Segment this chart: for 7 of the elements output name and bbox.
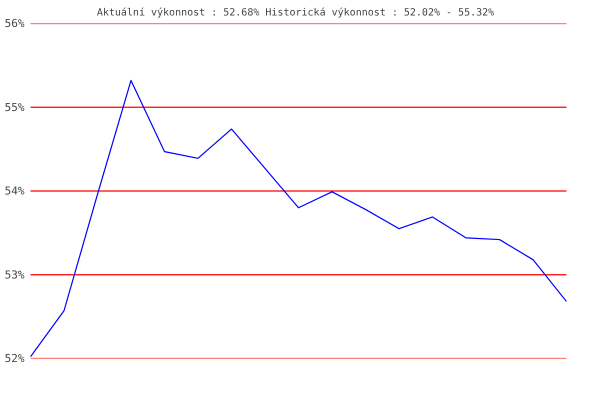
y-tick-label: 52% [4,352,25,365]
y-tick-label: 53% [4,268,25,282]
line-series [30,80,566,358]
y-tick-label: 55% [4,100,25,114]
y-tick-label: 54% [4,184,25,198]
chart-title: Aktuální výkonnost : 52.68% Historická výkonnost : 52.02% - 55.32% [96,8,494,18]
y-tick-label: 56% [4,17,25,30]
